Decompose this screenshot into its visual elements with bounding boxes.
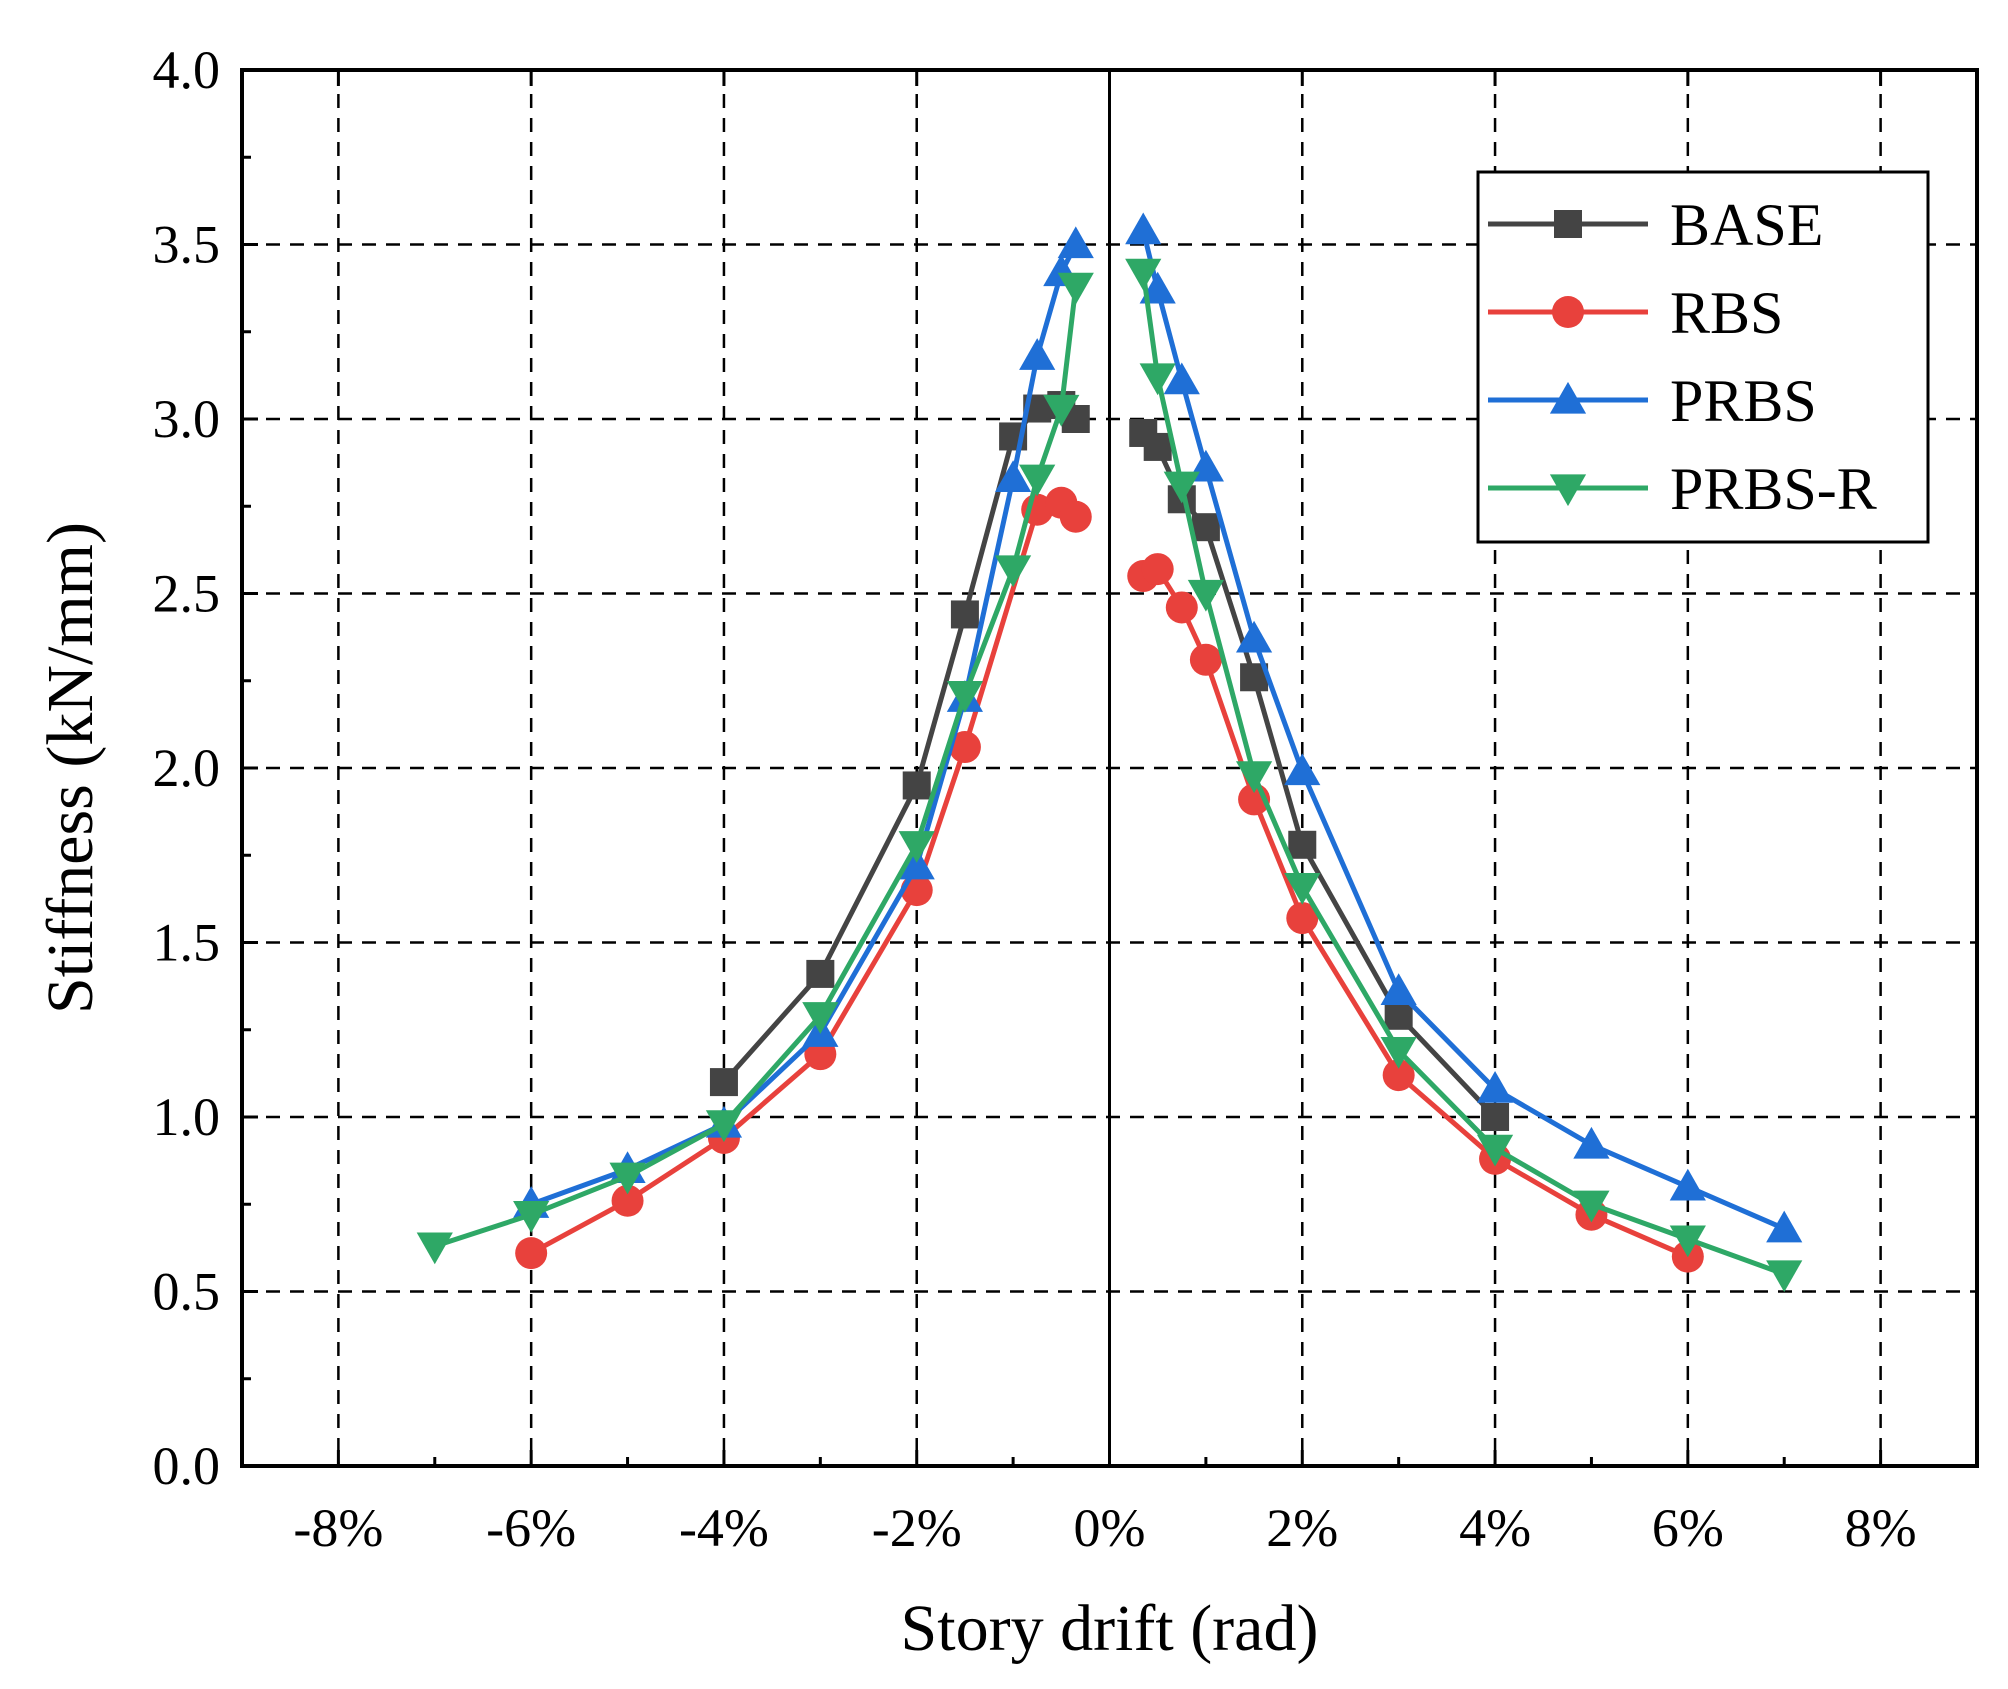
x-tick-label: -6% [486, 1498, 576, 1558]
y-tick-label: 0.0 [153, 1436, 221, 1496]
data-point [898, 847, 935, 880]
data-point [1189, 643, 1222, 676]
data-point [1191, 513, 1220, 542]
x-tick-labels: -8% -6% -4% -2% 0% 2% 4% 6% 8% [293, 1498, 1916, 1558]
y-tick-label: 1.5 [153, 913, 221, 973]
x-tick-label: 8% [1845, 1498, 1917, 1558]
data-point [1043, 394, 1080, 427]
data-point [902, 771, 931, 800]
data-point [995, 555, 1032, 588]
data-point [1165, 591, 1198, 624]
x-tick-label: -8% [293, 1498, 383, 1558]
data-point [1125, 258, 1162, 291]
data-point [1019, 338, 1056, 370]
data-point [1382, 1059, 1415, 1092]
data-point [416, 1232, 453, 1265]
data-point [1286, 902, 1319, 935]
legend-label: PRBS-R [1670, 456, 1877, 522]
data-point [806, 959, 835, 988]
data-point [1139, 363, 1176, 396]
legend-label: PRBS [1670, 368, 1817, 434]
data-point [1476, 1134, 1514, 1167]
data-point [1057, 272, 1094, 305]
y-tick-label: 4.0 [153, 40, 221, 100]
data-point [1235, 761, 1273, 794]
legend-marker [1549, 381, 1587, 414]
data-point [709, 1068, 738, 1097]
data-point [515, 1237, 548, 1270]
data-point [946, 681, 984, 713]
legend-item-base: BASE [1488, 192, 1823, 258]
x-tick-label: 4% [1459, 1498, 1531, 1558]
data-point [1143, 432, 1172, 461]
data-point [1669, 1168, 1706, 1201]
data-point [1766, 1260, 1803, 1293]
data-point [609, 1162, 646, 1195]
legend-item-prbs-r: PRBS-R [1488, 456, 1877, 522]
data-point [1384, 1001, 1413, 1030]
data-point [1573, 1190, 1610, 1223]
legend-label: BASE [1670, 192, 1823, 258]
data-point [1573, 1126, 1610, 1159]
data-point [705, 1110, 743, 1143]
legend-box [1476, 170, 1930, 544]
series-line [530, 243, 1078, 1207]
data-point [1059, 500, 1092, 533]
data-point [1235, 620, 1273, 653]
series-rbs [515, 486, 1704, 1273]
data-point [1125, 212, 1162, 245]
data-point [950, 600, 979, 629]
x-tick-label: -4% [679, 1498, 769, 1558]
x-axis-title: Story drift (rad) [901, 1592, 1319, 1665]
legend-label: RBS [1670, 280, 1783, 346]
data-point [1481, 1103, 1510, 1131]
y-tick-label: 2.0 [153, 738, 221, 798]
data-point [513, 1201, 550, 1233]
legend-marker [1554, 210, 1582, 238]
data-point [611, 1184, 644, 1217]
data-point [995, 460, 1032, 493]
data-point [1057, 226, 1094, 259]
data-point [1284, 753, 1321, 786]
data-point [948, 731, 981, 764]
y-tick-label: 0.5 [153, 1262, 221, 1322]
data-point [898, 831, 935, 863]
data-point [1288, 830, 1317, 859]
y-tick-labels: 0.0 0.5 1.0 1.5 2.0 2.5 3.0 3.5 4.0 [153, 40, 221, 1496]
y-tick-label: 1.0 [153, 1087, 221, 1147]
x-tick-label: 6% [1652, 1498, 1724, 1558]
series-line [1142, 566, 1689, 1259]
data-point [1163, 471, 1200, 504]
y-tick-label: 3.0 [153, 389, 221, 449]
y-axis-title: Stiffness (kN/mm) [34, 522, 107, 1014]
x-tick-label: 2% [1266, 1498, 1338, 1558]
legend-marker [1552, 296, 1584, 328]
data-point [1284, 872, 1321, 905]
data-point [802, 1002, 839, 1034]
x-tick-label: 0% [1074, 1498, 1146, 1558]
x-tick-label: -2% [872, 1498, 962, 1558]
data-point [1019, 464, 1056, 497]
data-point [1380, 1037, 1417, 1069]
data-point [1669, 1225, 1706, 1258]
data-point [1163, 362, 1200, 395]
legend-item-prbs: PRBS [1488, 368, 1817, 434]
legend-marker [1549, 474, 1587, 507]
tick-marks [242, 68, 1883, 1468]
data-point [1476, 1070, 1514, 1103]
data-point [1766, 1210, 1803, 1243]
y-tick-label: 3.5 [153, 215, 221, 275]
series-prbs-r [416, 258, 1803, 1293]
legend: BASE RBS PRBS PRBS-R [1476, 170, 1930, 544]
data-point [1187, 579, 1224, 612]
series-layer [416, 212, 1803, 1293]
legend-item-rbs: RBS [1488, 280, 1783, 346]
data-point [1141, 553, 1174, 586]
data-point [1380, 973, 1417, 1006]
y-tick-label: 2.5 [153, 564, 221, 624]
